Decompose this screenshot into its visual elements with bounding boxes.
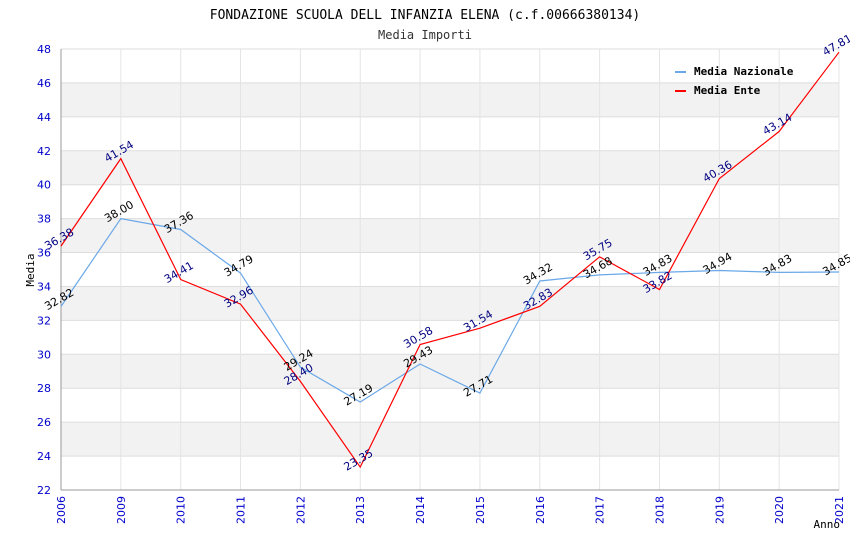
y-tick-label: 34	[37, 280, 51, 293]
legend-label-ente: Media Ente	[694, 84, 761, 97]
legend-label-nazionale: Media Nazionale	[694, 65, 794, 78]
y-tick-label: 36	[37, 247, 51, 260]
x-tick-label: 2006	[55, 496, 68, 524]
x-tick-label: 2018	[653, 496, 666, 524]
y-tick-label: 24	[37, 450, 51, 463]
grid-band	[61, 286, 839, 321]
grid-band	[61, 422, 839, 457]
x-tick-label: 2021	[833, 496, 846, 524]
x-tick-label: 2011	[235, 496, 248, 524]
y-tick-labels: 22 24 26 28 30 32 34 36 38 40 42 44 46 48	[37, 43, 51, 497]
series-line-nazionale	[60, 217, 840, 403]
x-tick-label: 2012	[294, 496, 307, 524]
y-axis-title: Media	[24, 253, 37, 286]
data-label-ente: 47.81	[820, 32, 850, 59]
y-tick-label: 48	[37, 43, 51, 56]
series-line-ente	[60, 51, 840, 469]
x-axis-title: Anno	[814, 518, 841, 531]
y-tick-label: 44	[37, 111, 51, 124]
y-tick-label: 40	[37, 179, 51, 192]
x-tick-label: 2016	[534, 496, 547, 524]
x-tick-label: 2015	[474, 496, 487, 524]
y-tick-label: 46	[37, 77, 51, 90]
y-tick-label: 30	[37, 348, 51, 361]
x-tick-label: 2009	[115, 496, 128, 524]
y-tick-label: 38	[37, 213, 51, 226]
x-tick-label: 2010	[175, 496, 188, 524]
x-tick-label: 2019	[713, 496, 726, 524]
axes	[60, 49, 839, 491]
legend: Media Nazionale Media Ente	[675, 65, 794, 97]
chart-subtitle: Media Importi	[378, 28, 472, 42]
grid-band	[61, 218, 839, 253]
y-tick-label: 22	[37, 484, 51, 497]
data-label-ente: 34.41	[162, 259, 196, 286]
chart-title: FONDAZIONE SCUOLA DELL INFANZIA ELENA (c…	[210, 8, 640, 23]
x-tick-label: 2020	[773, 496, 786, 524]
data-label-nazionale: 34.94	[701, 250, 735, 277]
series-lines	[60, 51, 840, 469]
grid-band	[61, 82, 839, 117]
y-tick-label: 32	[37, 314, 51, 327]
gridlines	[60, 48, 840, 491]
data-label-nazionale: 34.83	[761, 252, 795, 279]
x-tick-label: 2014	[414, 496, 427, 524]
data-label-nazionale: 34.79	[222, 253, 256, 280]
y-tick-label: 42	[37, 145, 51, 158]
grid-band	[61, 150, 839, 185]
grid-band	[61, 354, 839, 389]
data-label-nazionale: 34.85	[820, 252, 850, 279]
x-tick-label: 2017	[594, 496, 607, 524]
y-tick-label: 26	[37, 416, 51, 429]
x-tick-labels: 2006 2009 2010 2011 2012 2013 2014 2015 2016 2017…	[55, 496, 846, 524]
x-tick-label: 2013	[354, 496, 367, 524]
y-tick-label: 28	[37, 382, 51, 395]
